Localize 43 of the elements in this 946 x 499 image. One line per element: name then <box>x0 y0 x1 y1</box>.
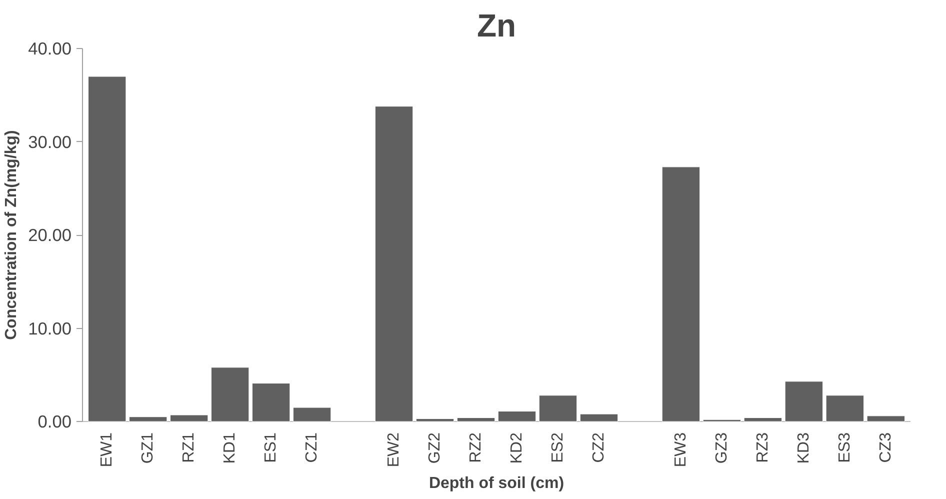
x-tick-label: KD3 <box>795 432 812 464</box>
bar <box>128 416 168 422</box>
bar <box>498 410 536 422</box>
x-tick-label: RZ3 <box>754 432 772 463</box>
bar <box>252 383 290 422</box>
x-tick-label: KD2 <box>508 432 526 464</box>
chart-title: Zn <box>476 8 516 44</box>
bar <box>416 418 454 422</box>
bar <box>826 395 864 422</box>
bar <box>784 381 824 422</box>
y-tick-label: 40.00 <box>28 38 72 58</box>
y-tick-label: 20.00 <box>28 225 72 245</box>
y-axis-title: Concentration of Zn(mg/kg) <box>3 130 20 340</box>
x-tick-label: ES3 <box>836 432 854 463</box>
y-tick-label: 0.00 <box>38 412 72 432</box>
bar <box>580 414 618 422</box>
x-tick-label: GZ2 <box>426 432 444 464</box>
x-tick-label: CZ2 <box>590 432 608 463</box>
bar <box>538 395 578 422</box>
x-axis-title: Depth of soil (cm) <box>428 475 564 492</box>
x-tick-label: CZ3 <box>877 432 894 463</box>
x-tick-label: EW1 <box>98 432 116 468</box>
x-tick-label: ES1 <box>262 432 280 463</box>
bar <box>456 418 496 422</box>
bar <box>292 407 332 422</box>
bar <box>662 166 700 422</box>
y-tick-label: 30.00 <box>28 132 72 152</box>
x-tick-label: KD1 <box>222 432 239 464</box>
bar <box>374 106 414 422</box>
bar <box>88 76 126 422</box>
x-tick-label: ES2 <box>549 432 566 463</box>
x-tick-label: EW2 <box>386 432 403 468</box>
x-tick-label: RZ2 <box>468 432 485 463</box>
y-tick-label: 10.00 <box>28 318 72 338</box>
x-tick-label: GZ1 <box>140 432 157 464</box>
x-tick-label: CZ1 <box>304 432 321 463</box>
bar <box>170 414 208 422</box>
x-tick-label: RZ1 <box>180 432 198 463</box>
x-tick-label: GZ3 <box>713 432 730 464</box>
bar <box>744 418 782 422</box>
bar <box>866 416 906 422</box>
x-tick-label: EW3 <box>672 432 690 468</box>
bar <box>210 367 250 422</box>
